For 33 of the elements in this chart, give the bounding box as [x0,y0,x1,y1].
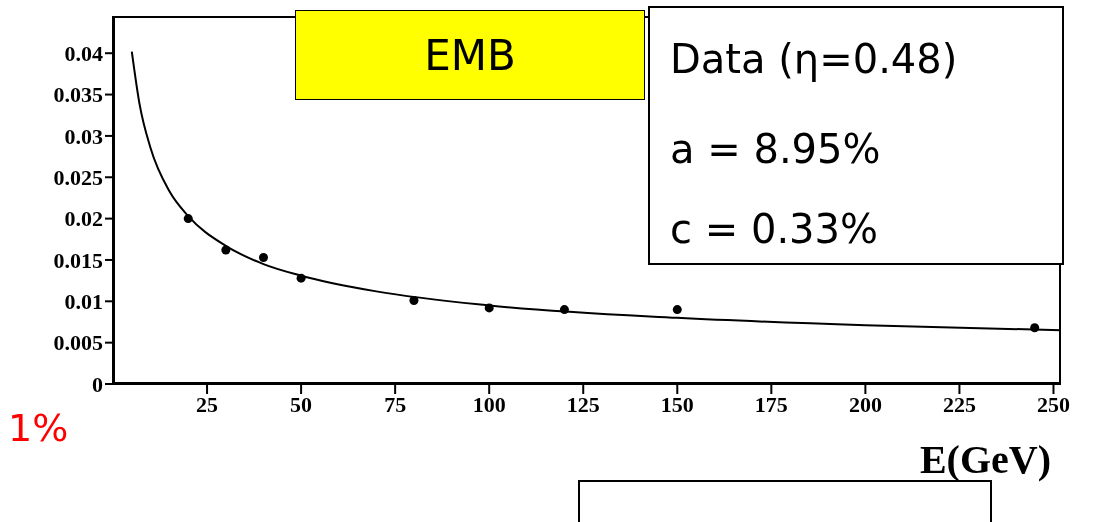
y-tick-label: 0.03 [64,123,103,149]
point [484,303,494,313]
point [221,245,231,255]
annotation: a = 8.95% [670,126,881,172]
y-tick-label: 0.025 [53,165,103,191]
y-tick-label: 0.035 [53,82,103,108]
point [672,305,682,315]
point [409,295,419,305]
annotation: Data (η=0.48) [670,36,958,82]
x-tick-label: 125 [566,391,600,417]
x-tick-label: 175 [754,391,788,417]
y-tick-label: 0.01 [64,289,103,315]
y-tick-label: 0.02 [64,206,103,232]
point [183,214,193,224]
x-tick-label: 25 [196,391,219,417]
x-tick-label: 250 [1036,391,1070,417]
y-tick-label: 0 [92,371,103,397]
x-tick-label: 225 [942,391,976,417]
x-tick-label: 75 [384,391,407,417]
point [258,252,268,262]
point [559,305,569,315]
y-tick-label: 0.015 [53,247,103,273]
x-tick-label: 50 [290,391,313,417]
annotation: c = 0.33% [670,206,879,252]
x-tick-label: 150 [660,391,694,417]
x-tick-label: 100 [472,391,506,417]
x-tick-label: 200 [848,391,882,417]
point [296,273,306,283]
y-tick-label: 0.005 [53,330,103,356]
point [1030,323,1040,333]
text: 1% [8,406,69,450]
y-tick-label: 0.04 [64,41,103,67]
x-axis-title: E(GeV) [919,436,1051,483]
